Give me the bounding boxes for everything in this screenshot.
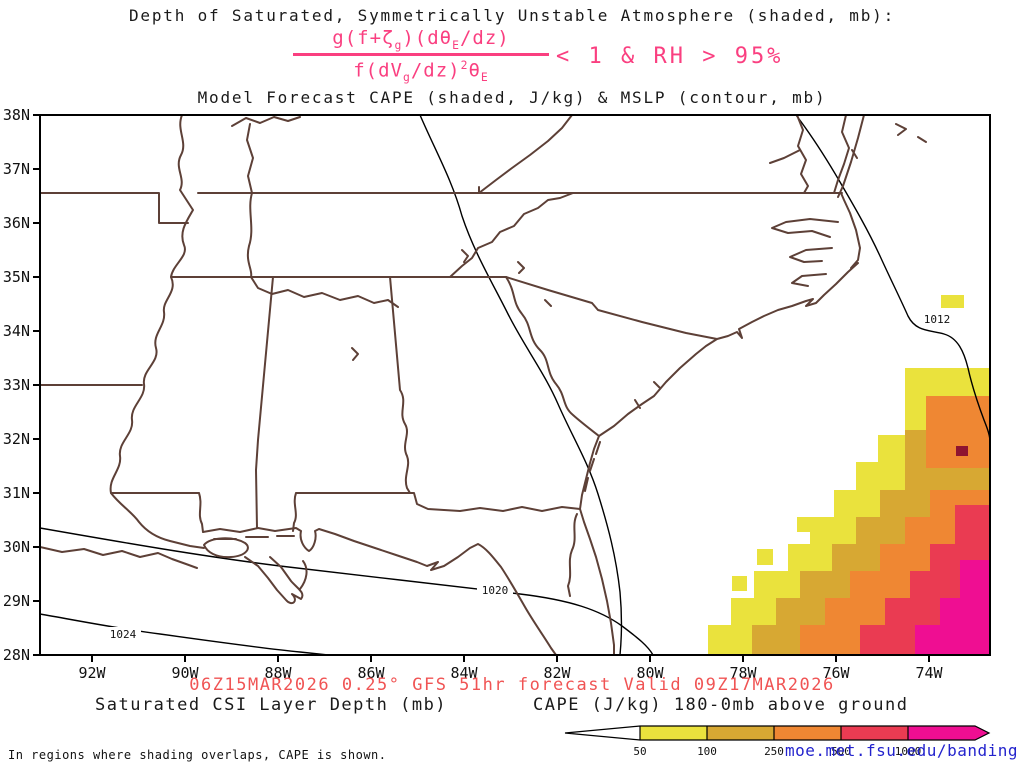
colorbar-segment-250-500 [774,726,841,740]
border-alabama-georgia [389,276,411,494]
y-axis-label: 31N [3,484,30,502]
formula-text: g(f+ζ [332,27,395,49]
state-borders-layer [40,115,927,655]
mississippi-river [109,115,205,549]
formula-text: /dz) [459,27,510,49]
y-axis-label: 29N [3,592,30,610]
colorbar-segment-above-1000 [908,726,989,740]
gulf-coastline [40,527,557,655]
x-axis-label: 84W [450,664,478,682]
formula-condition: < 1 & RH > 95% [556,44,784,69]
x-axis-label: 80W [636,664,664,682]
contour-label-bg [919,312,955,326]
appalachian-borders-rivers [231,115,574,361]
cape-shade-50-island [797,517,812,532]
formula-text: )(dθ [402,27,453,49]
y-axis-label: 36N [3,214,30,232]
colorbar-tick: 50 [633,745,646,758]
contour-labels: 1012 1020 1024 [105,312,955,641]
y-axis-label: 30N [3,538,30,556]
page-subtitle: Model Forecast CAPE (shaded, J/kg) & MSL… [197,88,827,107]
colorbar-segment-below-50 [565,726,640,740]
y-axis-label: 28N [3,646,30,664]
formula-subscript: g [394,37,403,52]
fraction-bar [293,53,549,57]
border-31N-louisiana-mississippi [110,492,204,533]
y-axis-label: 32N [3,430,30,448]
colorbar-tick: 500 [831,745,851,758]
formula-text: /dz) [410,59,461,82]
formula-denominator: f(dVg/dz)2θE [293,58,549,84]
contour-label-1012: 1012 [924,313,951,326]
cape-shade-50-island [732,576,747,591]
x-axis-label: 86W [357,664,385,682]
border-florida-north [292,492,581,532]
formula-subscript: E [452,37,460,52]
mslp-contour-layer [40,115,990,655]
x-axis-label: 88W [264,664,292,682]
y-axis-label: 33N [3,376,30,394]
csi-formula-fraction: g(f+ζg)(dθE/dz) f(dVg/dz)2θE [293,27,549,84]
cape-legend-label: CAPE (J/kg) 180-0mb above ground [533,695,909,715]
x-axis-labels: 92W 90W 88W 86W 84W 82W 80W 78W 76W 74W [78,664,943,682]
formula-numerator: g(f+ζg)(dθE/dz) [293,27,549,52]
colorbar-segment-100-250 [707,726,774,740]
y-axis-label: 34N [3,322,30,340]
florida-east-coast [567,508,615,655]
page-title: Depth of Saturated, Symmetrically Unstab… [129,6,895,25]
cape-shade-max-spot [956,446,968,456]
colorbar-segment-50-100 [640,726,707,740]
carolinas-coast-borders [505,192,861,437]
x-axis-label: 82W [543,664,571,682]
formula-text: f(dV [353,59,403,82]
cape-shade-250-blob [926,396,990,468]
cape-shading-layer [708,295,990,655]
colorbar-tick: 1000 [895,745,922,758]
cape-shade-50-island [757,549,773,565]
x-axis-label: 90W [171,664,199,682]
contour-label-1024: 1024 [110,628,137,641]
mslp-contour-1020 [40,527,654,655]
y-axis-label: 35N [3,268,30,286]
x-axis-label: 74W [915,664,943,682]
colorbar-segment-500-1000 [841,726,908,740]
overlap-note: In regions where shading overlaps, CAPE … [8,748,387,762]
x-axis-label: 76W [822,664,850,682]
mslp-contour-1012 [795,115,990,443]
y-axis-labels: 38N 37N 36N 35N 34N 33N 32N 31N 30N 29N … [3,106,30,664]
formula-superscript: 2 [460,58,469,73]
cape-shade-1000 [915,560,990,655]
colorbar-tick: 100 [697,745,717,758]
csi-legend-label: Saturated CSI Layer Depth (mb) [95,695,448,715]
colorbar-tick: 250 [764,745,784,758]
cape-shade-50-island [941,295,964,308]
x-axis-label: 78W [729,664,757,682]
cape-colorbar: 50 100 250 500 1000 [564,725,991,758]
georgia-coast-savannah-river [505,276,601,510]
contour-label-bg [477,583,513,597]
contour-label-1020: 1020 [482,584,509,597]
colorbar-outline [564,725,991,741]
formula-subscript: g [402,70,411,85]
formula-text: θ [468,59,481,82]
forecast-date-line: 06Z15MAR2026 0.25° GFS 51hr forecast Val… [189,675,835,695]
mslp-contour-1016 [419,115,623,655]
border-mississippi-alabama [255,276,274,529]
mslp-contour-1024 [40,613,329,655]
virginia-chesapeake-coast [769,115,927,198]
y-axis-label: 37N [3,160,30,178]
formula-subscript: E [480,70,489,85]
axis-frame [33,114,991,662]
contour-label-bg [105,627,141,641]
site-link[interactable]: moe.met.fsu.edu/banding [784,741,1018,760]
x-axis-label: 92W [78,664,106,682]
y-axis-label: 38N [3,106,30,124]
northern-borders-36-5N [40,186,843,224]
